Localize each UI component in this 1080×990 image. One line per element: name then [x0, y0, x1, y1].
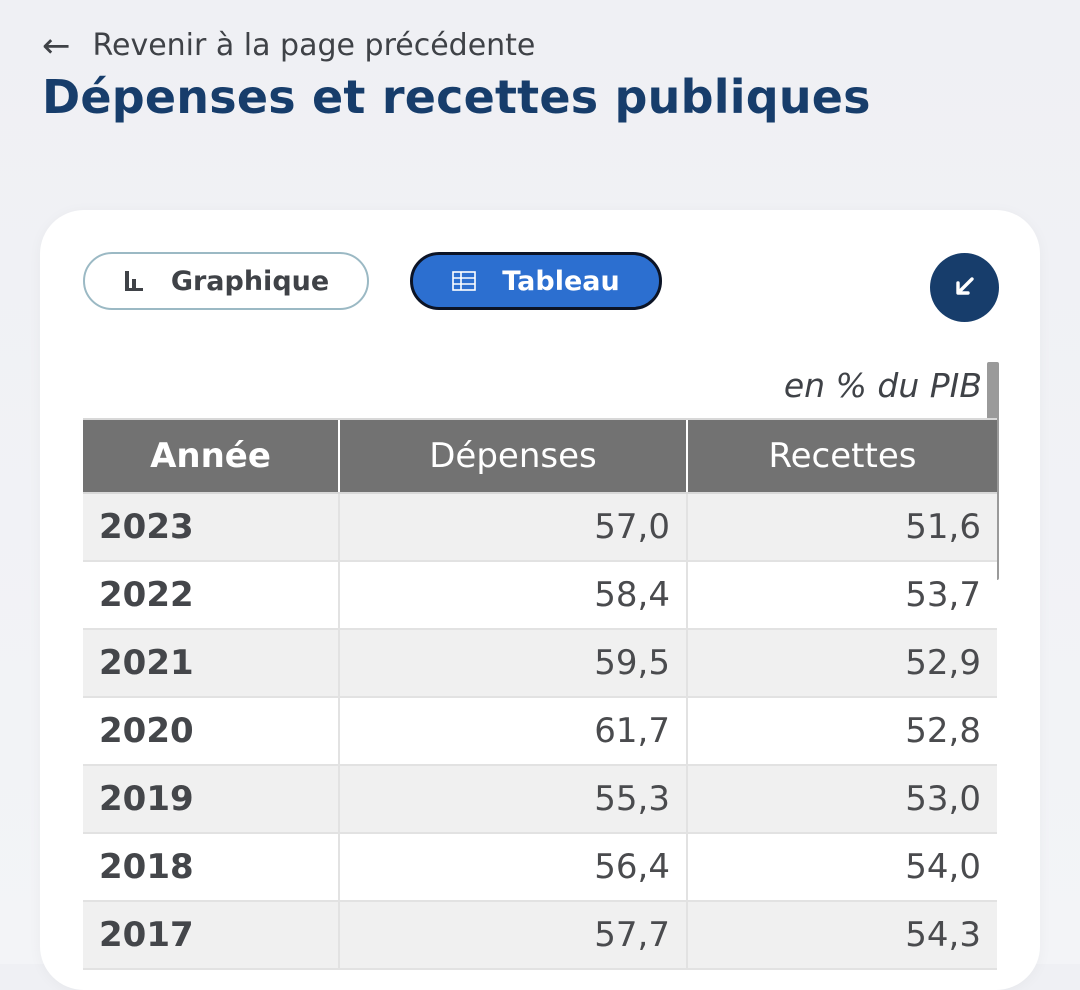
table-row: 2021 59,5 52,9: [83, 629, 997, 698]
year-cell: 2023: [83, 493, 339, 562]
year-cell: 2017: [83, 901, 339, 970]
recettes-cell: 53,7: [686, 561, 997, 630]
depenses-cell: 61,7: [338, 697, 687, 766]
year-cell: 2020: [83, 697, 339, 766]
year-cell: 2022: [83, 561, 339, 630]
depenses-cell: 57,0: [338, 493, 687, 562]
page-title: Dépenses et recettes publiques: [42, 70, 871, 124]
depenses-cell: 59,5: [338, 629, 687, 698]
graph-view-label: Graphique: [170, 265, 330, 297]
recettes-cell: 51,6: [686, 493, 997, 562]
table-row: 2020 61,7 52,8: [83, 697, 997, 766]
table-view-label: Tableau: [502, 265, 620, 297]
recettes-cell: 53,0: [686, 765, 997, 834]
data-card: Graphique Tableau en % du PIB: [40, 210, 1040, 990]
table-grid-icon: [452, 271, 477, 291]
depenses-cell: 58,4: [338, 561, 687, 630]
year-cell: 2019: [83, 765, 339, 834]
depenses-cell: 57,7: [338, 901, 687, 970]
table-row: 2017 57,7 54,3: [83, 901, 997, 970]
table-row: 2018 56,4 54,0: [83, 833, 997, 902]
depenses-cell: 55,3: [338, 765, 687, 834]
table-view-button[interactable]: Tableau: [410, 252, 662, 310]
bar-chart-icon: [123, 269, 145, 293]
recettes-cell: 54,0: [686, 833, 997, 902]
table-header-row: Année Dépenses Recettes: [83, 418, 997, 494]
unit-note: en % du PIB: [783, 366, 982, 405]
table-row: 2022 58,4 53,7: [83, 561, 997, 630]
column-header-depenses: Dépenses: [338, 418, 687, 494]
data-table: Année Dépenses Recettes 2023 57,0 51,6 2…: [83, 418, 997, 970]
recettes-cell: 52,8: [686, 697, 997, 766]
recettes-cell: 54,3: [686, 901, 997, 970]
arrow-left-icon: ←: [42, 25, 71, 66]
arrow-down-left-icon: [953, 274, 977, 302]
table-row: 2023 57,0 51,6: [83, 493, 997, 562]
year-cell: 2018: [83, 833, 339, 902]
graph-view-button[interactable]: Graphique: [83, 252, 369, 310]
back-link-label: Revenir à la page précédente: [92, 28, 536, 63]
column-header-year: Année: [83, 418, 339, 494]
collapse-button[interactable]: [930, 253, 999, 322]
year-cell: 2021: [83, 629, 339, 698]
column-header-recettes: Recettes: [686, 418, 997, 494]
back-link[interactable]: ← Revenir à la page précédente: [42, 28, 535, 63]
depenses-cell: 56,4: [338, 833, 687, 902]
recettes-cell: 52,9: [686, 629, 997, 698]
table-row: 2019 55,3 53,0: [83, 765, 997, 834]
